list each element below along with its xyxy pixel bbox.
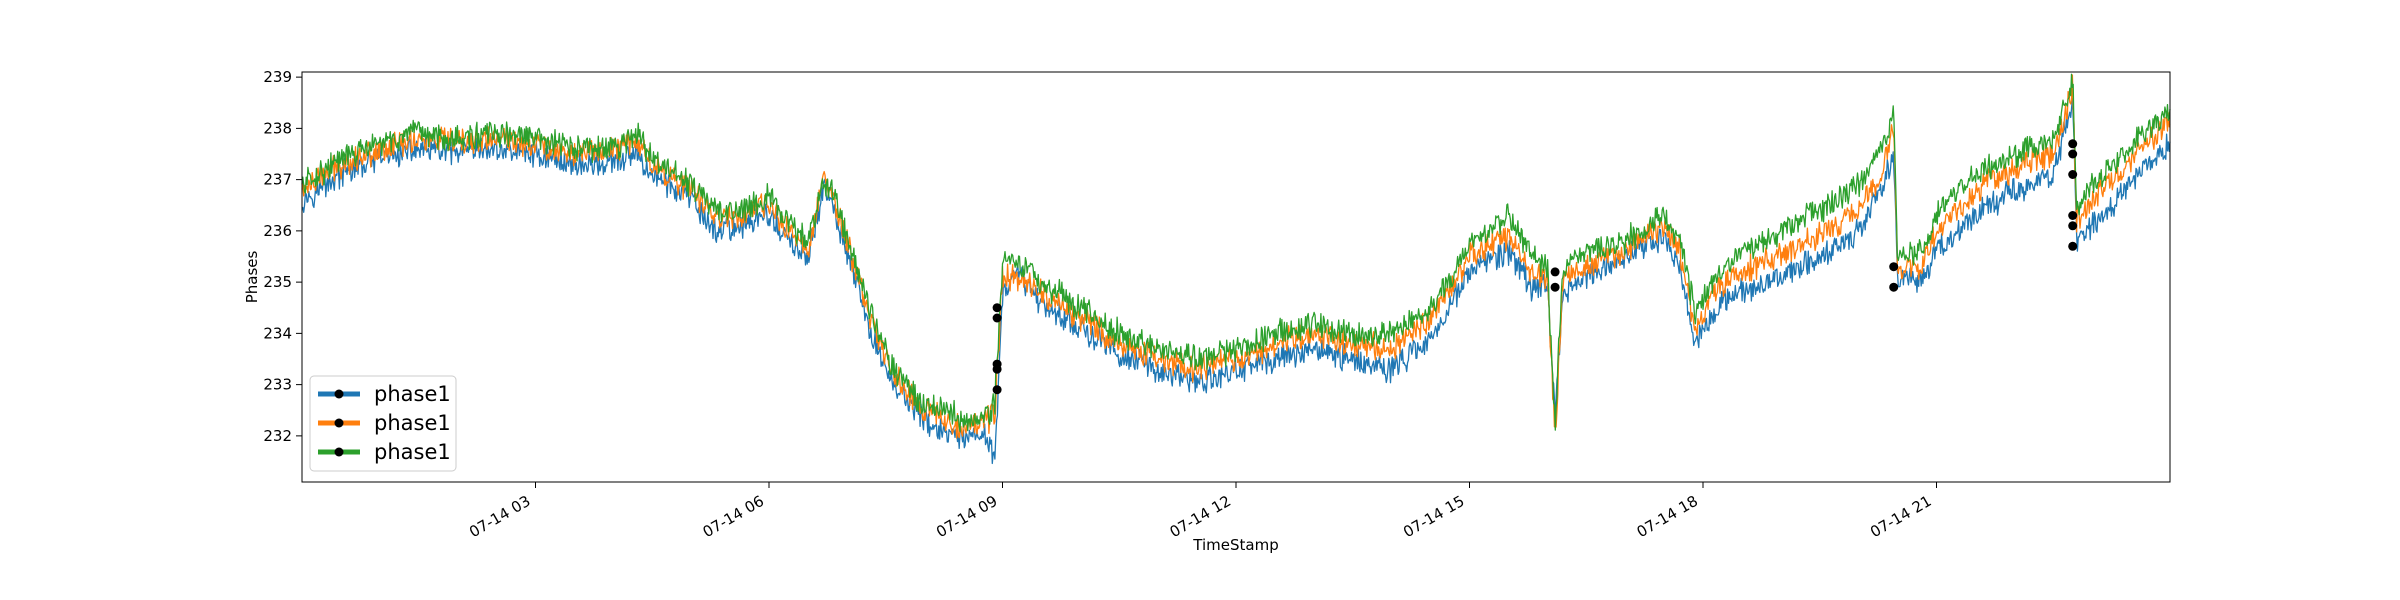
anomaly-marker (2068, 241, 2078, 251)
legend-label: phase1 (374, 440, 451, 464)
marker-layer (992, 139, 2078, 395)
series-layer (301, 73, 2171, 465)
anomaly-marker (992, 359, 1002, 369)
anomaly-marker (1889, 282, 1899, 292)
x-axis: 07-14 03 07-14 06 07-14 09 07-14 12 07-14 15… (466, 482, 1937, 541)
series-line-1 (301, 97, 2171, 465)
y-axis: 232 233 234 235 236 237 238 239 (263, 68, 302, 445)
series-line-3 (301, 73, 2171, 432)
y-tick-label: 235 (263, 273, 292, 291)
anomaly-marker (992, 303, 1002, 313)
anomaly-marker (2068, 170, 2078, 179)
legend-marker (334, 447, 344, 457)
y-tick-label: 236 (263, 222, 292, 240)
legend-marker (334, 389, 344, 399)
y-tick-label: 237 (263, 171, 292, 189)
anomaly-marker (992, 313, 1002, 323)
anomaly-marker (1550, 267, 1560, 277)
anomaly-marker (1889, 262, 1899, 272)
x-tick-label: 07-14 06 (700, 492, 767, 541)
legend-box (309, 375, 457, 472)
y-axis-label: Phases (243, 251, 261, 304)
anomaly-marker (2068, 221, 2078, 231)
x-tick-label: 07-14 09 (933, 492, 1000, 541)
anomaly-marker (1550, 282, 1560, 292)
legend-label: phase1 (374, 382, 451, 406)
legend: phase1 phase1 phase1 (309, 375, 457, 472)
y-tick-label: 239 (263, 68, 292, 86)
x-tick-label: 07-14 12 (1167, 492, 1234, 541)
anomaly-marker (992, 385, 1002, 395)
y-tick-label: 238 (263, 119, 292, 137)
anomaly-marker (2068, 139, 2078, 149)
x-axis-label: TimeStamp (1192, 536, 1278, 554)
anomaly-marker (2068, 149, 2078, 159)
x-tick-label: 07-14 21 (1867, 492, 1934, 541)
legend-marker (334, 418, 344, 428)
x-tick-label: 07-14 18 (1634, 492, 1701, 541)
anomaly-marker (2068, 211, 2078, 220)
legend-label: phase1 (374, 411, 451, 435)
y-tick-label: 233 (263, 376, 292, 394)
y-tick-label: 234 (263, 324, 292, 342)
y-tick-label: 232 (263, 427, 292, 445)
x-tick-label: 07-14 03 (466, 492, 533, 541)
x-tick-label: 07-14 15 (1400, 492, 1467, 541)
